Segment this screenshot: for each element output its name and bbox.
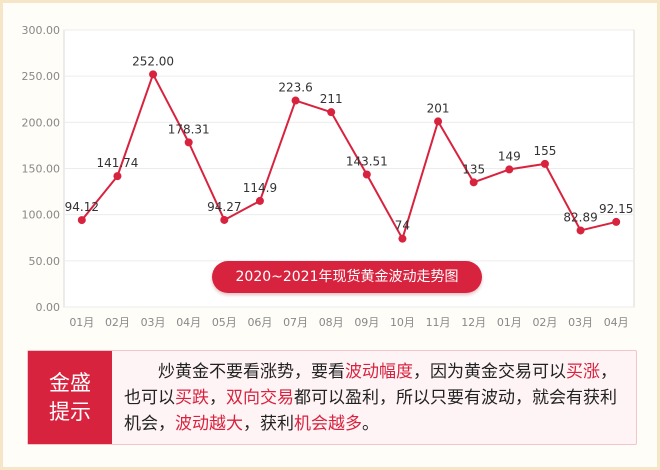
x-axis-ticks: 01月 02月 03月 04月 05月 06月 07月 08月 09月 10月 11月 12月 01月 0…	[69, 316, 628, 329]
data-point	[184, 138, 193, 147]
tip-segment: ，因为黄金交易可以	[413, 362, 566, 382]
x-tick-label: 01月	[497, 316, 522, 329]
data-label: 252.00	[132, 54, 174, 68]
data-label: 211	[320, 92, 343, 106]
x-tick-label: 04月	[604, 316, 629, 329]
data-label: 155	[533, 144, 556, 158]
x-tick-label: 02月	[105, 316, 130, 329]
y-tick-label: 100.00	[22, 209, 61, 222]
data-point	[398, 234, 407, 243]
data-point	[220, 215, 229, 224]
tip-segment: ，获利	[243, 414, 294, 434]
tip-box: 金盛 提示 炒黄金不要看涨势，要看波动幅度，因为黄金交易可以买涨，也可以买跌，双…	[27, 350, 637, 445]
tip-segment: ，也可以	[124, 362, 617, 408]
grid	[63, 29, 635, 308]
data-label: 114.9	[243, 181, 277, 195]
tip-highlight: 波动越大	[175, 414, 243, 434]
tip-segment: 。	[362, 414, 379, 434]
x-tick-label: 04月	[176, 316, 201, 329]
data-label: 135	[462, 162, 485, 176]
data-label: 94.27	[207, 200, 241, 214]
line-chart: 0.0050.00100.00150.00200.00250.00300.00 …	[22, 24, 635, 329]
data-label: 141.74	[96, 156, 138, 170]
x-tick-label: 01月	[69, 316, 94, 329]
tip-label-line2: 提示	[49, 399, 91, 424]
chart-title: 2020~2021年现货黄金波动走势图	[212, 261, 482, 293]
tip-highlight: 买涨	[566, 362, 600, 382]
data-label: 74	[395, 219, 410, 233]
data-point	[505, 165, 514, 174]
data-point	[469, 178, 478, 187]
tip-highlight: 双向交易	[226, 388, 294, 408]
data-label: 82.89	[563, 210, 597, 224]
y-tick-label: 150.00	[22, 163, 61, 176]
tip-segment: 都可以盈利，所以只要有波动，就会有获利机会，	[124, 388, 617, 434]
data-point	[291, 96, 300, 105]
data-label: 92.15	[599, 202, 633, 216]
data-label: 94.12	[65, 200, 99, 214]
series-polyline	[81, 73, 617, 240]
x-tick-label: 09月	[354, 316, 379, 329]
data-label: 149	[498, 149, 521, 163]
series-line	[81, 73, 617, 240]
y-tick-label: 50.00	[29, 255, 61, 268]
data-point	[255, 196, 264, 205]
x-tick-label: 02月	[532, 316, 557, 329]
x-tick-label: 10月	[390, 316, 415, 329]
data-label: 143.51	[346, 154, 388, 168]
x-tick-label: 03月	[141, 316, 166, 329]
data-label: 178.31	[168, 122, 210, 136]
x-tick-label: 07月	[283, 316, 308, 329]
data-point	[327, 108, 336, 117]
tip-highlight: 买跌	[175, 388, 209, 408]
data-point	[576, 226, 585, 235]
y-tick-label: 200.00	[22, 116, 61, 129]
x-tick-label: 05月	[212, 316, 237, 329]
data-point	[612, 217, 621, 226]
tip-text: 炒黄金不要看涨势，要看波动幅度，因为黄金交易可以买涨，也可以买跌，双向交易都可以…	[124, 359, 626, 437]
data-point	[149, 70, 158, 79]
x-tick-label: 12月	[461, 316, 486, 329]
data-point	[77, 216, 86, 225]
data-point	[540, 159, 549, 168]
x-tick-label: 08月	[319, 316, 344, 329]
x-tick-label: 11月	[426, 316, 451, 329]
tip-highlight: 波动幅度	[345, 362, 413, 382]
tip-label-line1: 金盛	[49, 370, 91, 395]
data-point	[434, 117, 443, 126]
y-tick-label: 300.00	[22, 24, 61, 37]
y-axis-ticks: 0.00 50.00 100.00 150.00 200.00 250.00 300.00	[22, 24, 61, 314]
data-point	[362, 170, 371, 179]
tip-segment: ，	[209, 388, 226, 408]
data-point	[113, 172, 122, 181]
tip-label: 金盛 提示	[28, 351, 112, 444]
x-tick-label: 03月	[568, 316, 593, 329]
data-points	[77, 70, 621, 243]
tip-highlight: 机会越多	[294, 414, 362, 434]
y-tick-label: 0.00	[36, 301, 61, 314]
data-label: 223.6	[278, 81, 312, 95]
data-label: 201	[427, 101, 450, 115]
tip-segment: 炒黄金不要看涨势，要看	[158, 362, 345, 382]
x-tick-label: 06月	[247, 316, 272, 329]
y-tick-label: 250.00	[22, 70, 61, 83]
